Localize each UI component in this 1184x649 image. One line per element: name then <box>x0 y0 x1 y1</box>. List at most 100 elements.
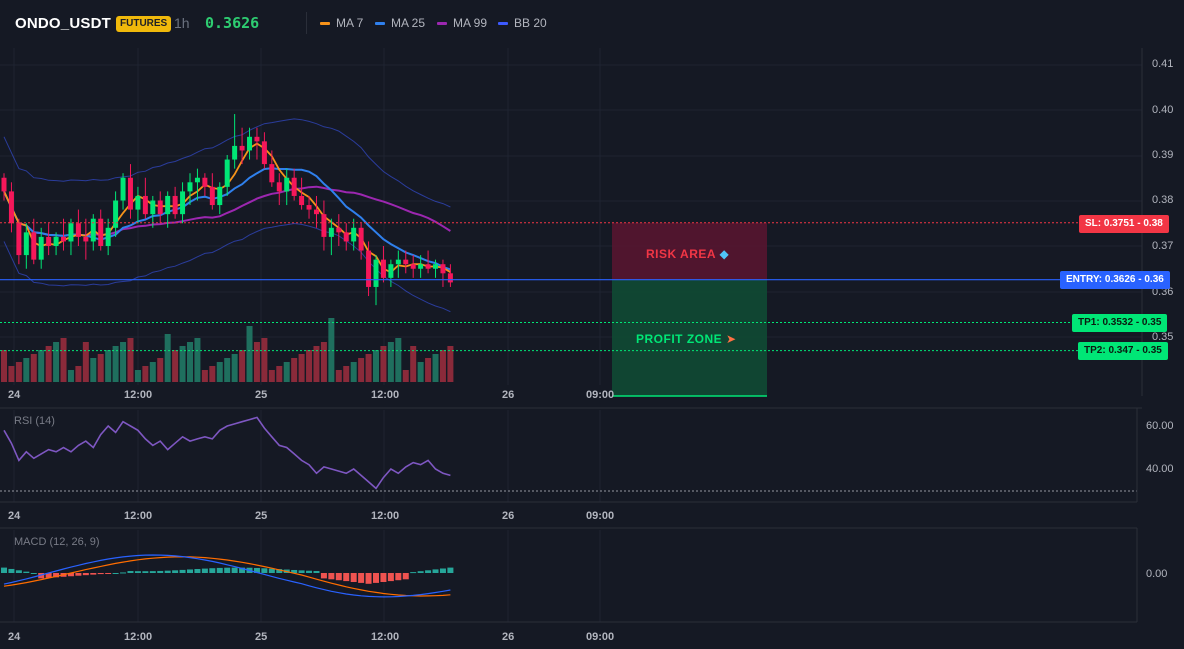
volume-bar <box>328 318 335 382</box>
time-tick: 12:00 <box>371 510 400 522</box>
profit-zone-box <box>612 279 767 396</box>
bb20-label: BB 20 <box>514 16 547 30</box>
time-tick: 09:00 <box>586 389 615 401</box>
candle-body <box>247 136 253 151</box>
volume-bar <box>432 354 439 382</box>
candle-body <box>98 218 104 246</box>
candle-body <box>157 200 163 215</box>
volume-bar <box>439 350 446 382</box>
bb-upper <box>3 118 451 208</box>
macd-signal-line <box>3 556 451 597</box>
legend-ma25[interactable]: MA 25 <box>375 16 425 30</box>
macd-line <box>3 554 451 598</box>
candle-body <box>425 264 431 269</box>
candle-body <box>53 236 59 246</box>
last-price: 0.3626 <box>205 14 260 32</box>
macd-histogram-bar <box>395 573 402 581</box>
volume-bar <box>350 362 357 382</box>
macd-histogram-bar <box>164 570 171 573</box>
candle-body <box>284 177 290 192</box>
time-tick: 26 <box>502 631 515 643</box>
candle-body <box>150 200 156 215</box>
candle-body <box>418 264 424 269</box>
candle-body <box>291 177 297 196</box>
candle-body <box>46 236 52 246</box>
candle-body <box>313 209 319 215</box>
candle-body <box>180 191 186 215</box>
candle-body <box>187 182 193 192</box>
candle-body <box>321 214 327 237</box>
symbol-name[interactable]: ONDO_USDT <box>15 15 111 32</box>
macd-histogram-bar <box>276 569 283 573</box>
macd-histogram-bar <box>253 567 260 573</box>
take-profit-2-tag[interactable]: TP2: 0.347 - 0.35 <box>1078 342 1168 360</box>
time-tick: 09:00 <box>586 631 615 643</box>
macd-pane <box>1 554 454 598</box>
volume-bar <box>224 358 231 382</box>
macd-histogram-bar <box>45 573 52 578</box>
volume-bar <box>395 338 402 382</box>
time-tick: 12:00 <box>124 510 153 522</box>
volume-bar <box>380 346 387 382</box>
candle-body <box>135 195 141 210</box>
macd-histogram-bar <box>432 569 439 573</box>
candle-body <box>239 145 245 151</box>
macd-histogram-bar <box>134 571 141 573</box>
ma7-swatch <box>320 21 330 25</box>
time-tick: 12:00 <box>371 389 400 401</box>
volume-bar <box>283 362 290 382</box>
candle-body <box>433 264 439 269</box>
legend-bb20[interactable]: BB 20 <box>498 16 547 30</box>
time-tick: 09:00 <box>586 510 615 522</box>
ma7-label: MA 7 <box>336 16 364 30</box>
macd-histogram-bar <box>343 573 350 582</box>
macd-histogram-bar <box>373 573 379 583</box>
macd-histogram-bar <box>38 573 45 579</box>
legend-ma99[interactable]: MA 99 <box>437 16 487 30</box>
macd-histogram-bar <box>402 573 409 580</box>
volume-bar <box>90 358 97 382</box>
stop-loss-tag[interactable]: SL: 0.3751 - 0.38 <box>1079 215 1169 233</box>
timeframe-button[interactable]: 1h <box>174 15 190 31</box>
time-tick: 24 <box>8 631 21 643</box>
macd-histogram-bar <box>268 568 275 573</box>
macd-histogram-bar <box>313 570 320 573</box>
rsi-tick: 60.00 <box>1146 420 1174 432</box>
volume-bar <box>82 342 89 382</box>
candle-body <box>202 177 208 187</box>
time-tick: 24 <box>8 510 21 522</box>
macd-histogram-bar <box>23 571 30 573</box>
candle-body <box>38 236 44 260</box>
ma25-label: MA 25 <box>391 16 426 30</box>
volume-bar <box>261 338 268 382</box>
legend-ma7[interactable]: MA 7 <box>320 16 363 30</box>
take-profit-1-tag[interactable]: TP1: 0.3532 - 0.35 <box>1072 314 1168 332</box>
ma99-swatch <box>437 21 447 25</box>
entry-tag[interactable]: ENTRY: 0.3626 - 0.36 <box>1060 271 1170 289</box>
macd-histogram-bar <box>1 567 7 573</box>
macd-histogram-bar <box>224 567 231 573</box>
time-tick: 26 <box>502 510 515 522</box>
macd-histogram-bar <box>75 573 82 576</box>
macd-histogram-bar <box>306 570 313 573</box>
candle-body <box>120 177 126 201</box>
macd-histogram-bar <box>172 570 179 573</box>
macd-histogram-bar <box>127 571 134 573</box>
macd-title: MACD (12, 26, 9) <box>14 536 100 548</box>
volume-bar <box>120 342 127 382</box>
macd-histogram-bar <box>328 573 335 580</box>
trade-level-lines <box>0 222 1142 352</box>
candle-body <box>276 182 282 192</box>
grid-lines <box>0 48 1142 622</box>
macd-histogram-bar <box>447 567 454 573</box>
candle-body <box>61 236 67 242</box>
macd-tick: 0.00 <box>1146 568 1168 580</box>
macd-histogram-bar <box>157 570 164 573</box>
volume-bar <box>97 354 104 382</box>
volume-bar <box>1 350 7 382</box>
time-tick: 25 <box>255 510 268 522</box>
candle-body <box>224 159 230 187</box>
header-divider <box>306 12 307 34</box>
candle-body <box>127 177 133 210</box>
